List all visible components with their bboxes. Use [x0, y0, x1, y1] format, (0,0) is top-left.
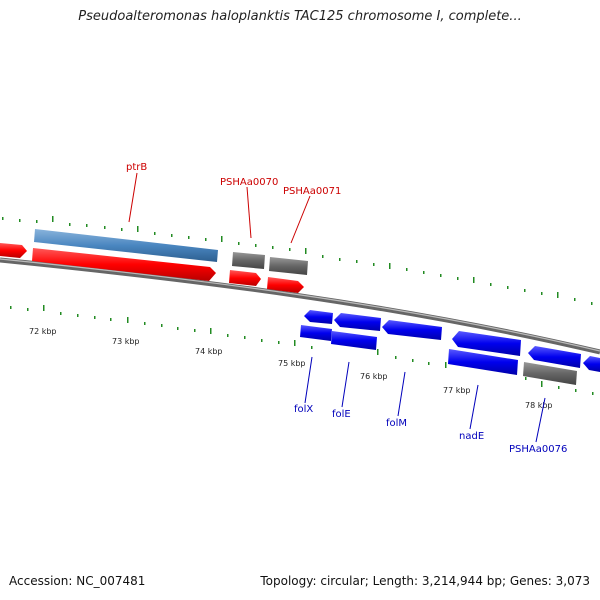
gene-label-folM[interactable]: folM	[386, 418, 407, 429]
gene-label-folE[interactable]: folE	[332, 409, 351, 420]
leader-line-ptrB	[128, 172, 138, 223]
reverse-features	[300, 310, 600, 385]
leader-line-folX	[304, 356, 313, 404]
gene-label-nadE[interactable]: nadE	[459, 431, 484, 442]
tick-label: 77 kbp	[443, 386, 471, 395]
gene-label-PSHAa0070[interactable]: PSHAa0070	[220, 177, 278, 188]
backbone-line	[0, 257, 600, 355]
tick-label: 75 kbp	[278, 359, 306, 368]
tick-label: 76 kbp	[360, 372, 388, 381]
gc-track-lower	[10, 305, 594, 395]
map-title: Pseudoalteromonas haloplanktis TAC125 ch…	[78, 9, 522, 24]
cds-arrow-right-edge[interactable]	[583, 356, 600, 372]
cds-arrow-PSHAa0076[interactable]	[528, 346, 581, 368]
cds-arrow-folM[interactable]	[382, 320, 442, 340]
cds-arrow-folE[interactable]	[334, 313, 381, 331]
accession-text: Accession: NC_007481	[9, 574, 146, 588]
forward-features	[0, 229, 308, 293]
cds-arrow-PSHAa0071[interactable]	[267, 277, 304, 293]
tick-label: 74 kbp	[195, 347, 223, 356]
leader-line-PSHAa0071	[290, 195, 311, 244]
gene-label-ptrB[interactable]: ptrB	[126, 162, 147, 173]
cds-arrow-folX-upper[interactable]	[304, 310, 333, 324]
tick-label: 78 kbp	[525, 401, 553, 410]
leader-line-folE	[341, 361, 350, 408]
cds-arrow-nadE[interactable]	[452, 331, 521, 356]
forward-gene-labels	[128, 172, 311, 244]
cds-arrow-ptrB[interactable]	[32, 248, 216, 281]
gene-label-folX[interactable]: folX	[294, 404, 313, 415]
reverse-gene-labels	[304, 356, 546, 443]
tick-label: 73 kbp	[112, 337, 140, 346]
cds-arrow-PSHAa0070[interactable]	[229, 270, 261, 286]
gene-block-nadE[interactable]	[448, 349, 518, 375]
gene-label-PSHAa0076[interactable]: PSHAa0076	[509, 444, 567, 455]
genome-summary-text: Topology: circular; Length: 3,214,944 bp…	[260, 574, 590, 588]
gene-block-PSHAa0076[interactable]	[523, 362, 577, 385]
gene-block-folE[interactable]	[331, 331, 377, 350]
leader-line-PSHAa0076	[535, 397, 546, 443]
leader-line-PSHAa0070	[246, 186, 252, 239]
tick-label: 72 kbp	[29, 327, 57, 336]
leader-line-nadE	[469, 384, 479, 430]
gene-block-ptrB[interactable]	[34, 229, 218, 262]
gene-block-folX[interactable]	[300, 325, 332, 341]
gc-track-upper	[2, 216, 593, 305]
gene-block-PSHAa0071[interactable]	[269, 257, 308, 275]
leader-line-folM	[397, 371, 406, 417]
scale-labels: 72 kbp 73 kbp 74 kbp 75 kbp 76 kbp 77 kb…	[29, 327, 553, 410]
gene-label-PSHAa0071[interactable]: PSHAa0071	[283, 186, 341, 197]
backbone-highlight	[0, 258, 600, 352]
gene-block-PSHAa0070[interactable]	[232, 252, 265, 269]
gene-arrow-left-edge[interactable]	[0, 243, 27, 258]
